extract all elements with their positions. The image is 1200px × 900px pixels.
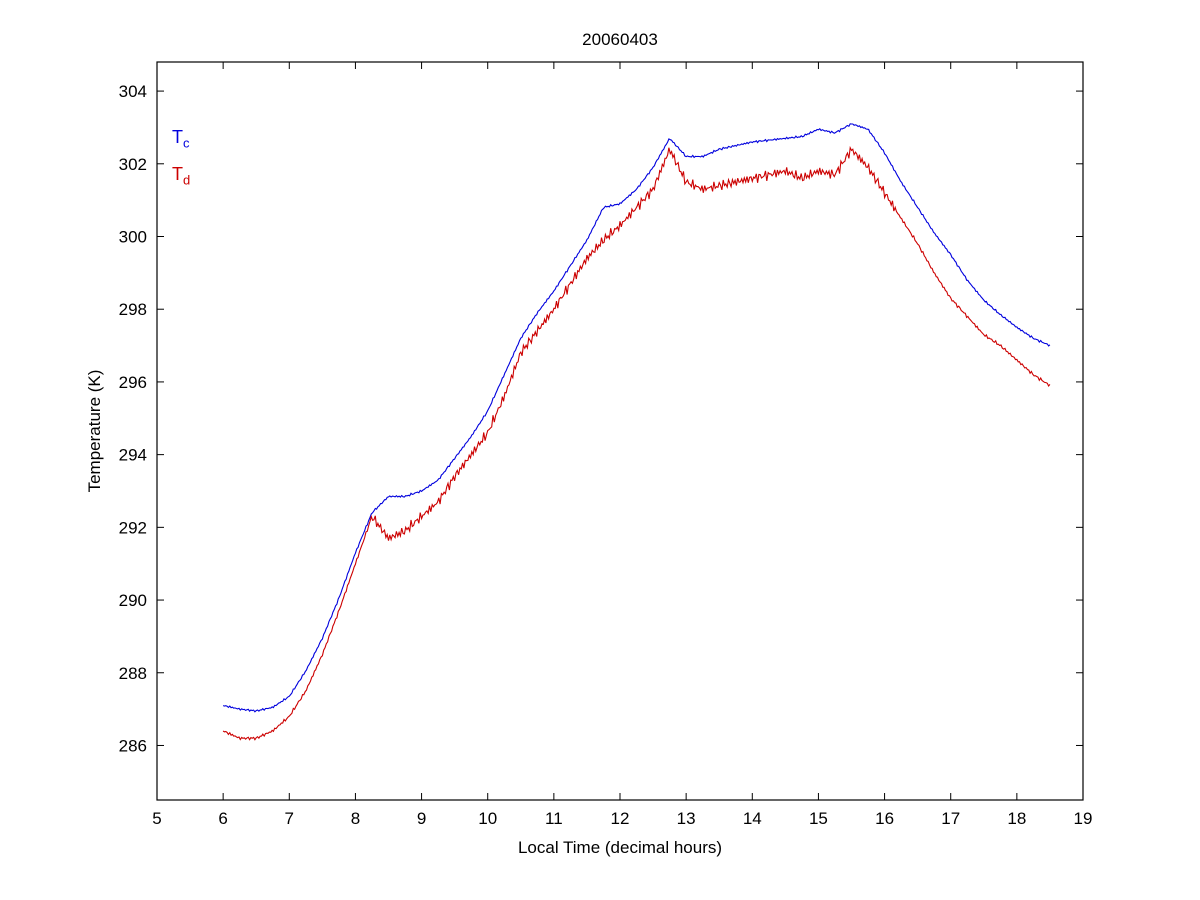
x-tick-label: 9	[417, 809, 426, 828]
chart-title: 20060403	[582, 30, 658, 49]
x-tick-label: 15	[809, 809, 828, 828]
x-tick-label: 8	[351, 809, 360, 828]
x-tick-label: 16	[875, 809, 894, 828]
y-tick-label: 300	[119, 228, 147, 247]
x-axis-label: Local Time (decimal hours)	[517, 838, 723, 857]
legend-entry-tc: Tc	[172, 122, 190, 159]
y-tick-label: 302	[119, 155, 147, 174]
x-tick-label: 14	[743, 809, 762, 828]
x-tick-label: 19	[1074, 809, 1093, 828]
x-tick-label: 11	[545, 809, 563, 828]
legend: Tc Td	[172, 122, 190, 195]
y-tick-label: 304	[119, 82, 147, 101]
legend-label-td: T	[172, 163, 183, 184]
x-tick-label: 5	[152, 809, 161, 828]
x-tick-label: 13	[677, 809, 696, 828]
axes-box	[156, 61, 1084, 801]
legend-label-tc: T	[172, 127, 183, 147]
x-tick-label: 12	[611, 809, 630, 828]
series-Td-line	[222, 145, 1051, 741]
y-tick-label: 286	[119, 736, 147, 755]
legend-sub-tc: c	[183, 135, 190, 151]
x-tick-label: 18	[1007, 809, 1026, 828]
y-tick-label: 288	[119, 664, 147, 683]
x-tick-label: 10	[478, 809, 497, 828]
series-Tc-line	[222, 123, 1051, 713]
x-tick-label: 7	[285, 809, 294, 828]
y-tick-label: 290	[119, 591, 147, 610]
x-tick-label: 17	[941, 809, 960, 828]
y-tick-label: 296	[119, 373, 147, 392]
legend-sub-td: d	[183, 172, 191, 188]
x-tick-label: 6	[218, 809, 227, 828]
legend-entry-td: Td	[172, 159, 190, 196]
y-tick-label: 298	[119, 300, 147, 319]
y-tick-label: 294	[119, 446, 147, 465]
y-tick-label: 292	[119, 518, 147, 537]
